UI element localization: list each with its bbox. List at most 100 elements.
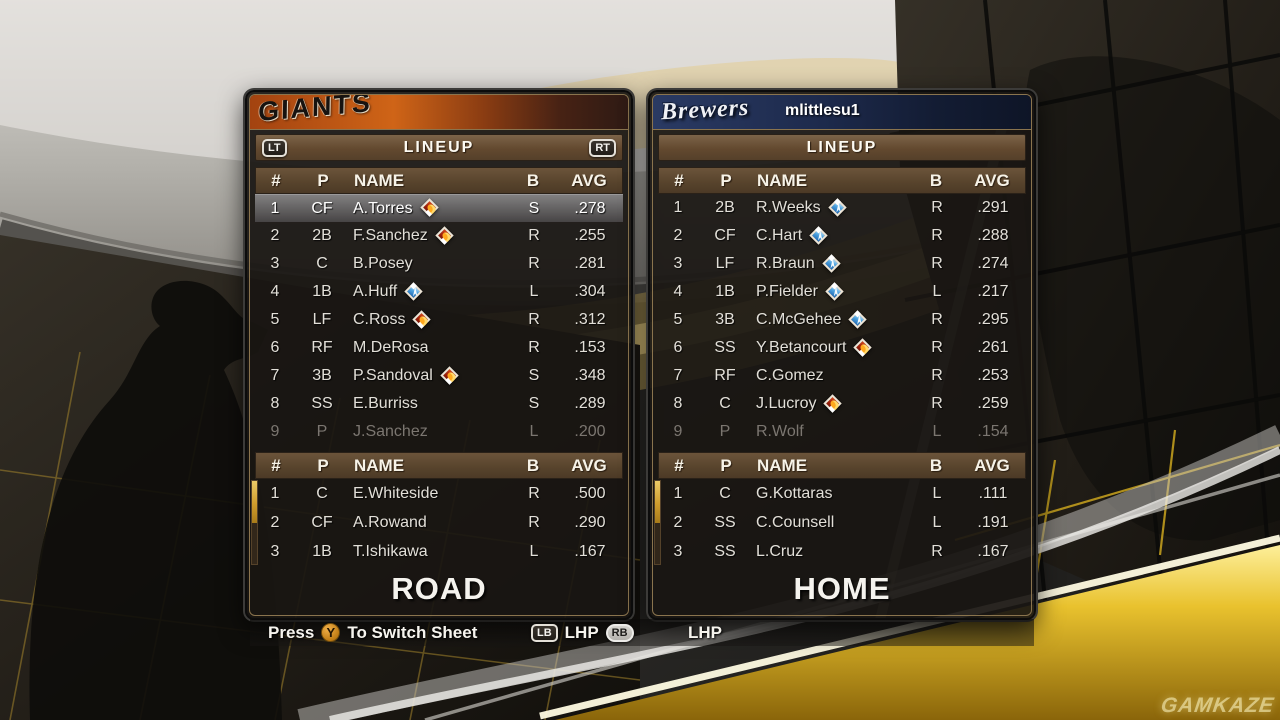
player-row[interactable]: 3 LF R.Braun R .274 — [658, 250, 1026, 278]
player-row[interactable]: 4 1B P.Fielder L .217 — [658, 278, 1026, 306]
bench-scrollbar-thumb[interactable] — [655, 481, 660, 523]
player-row[interactable]: 4 1B A.Huff L .304 — [255, 278, 623, 306]
player-name: P.Fielder — [756, 283, 818, 300]
player-row[interactable]: 2 SS C.Counsell L .191 — [658, 508, 1026, 537]
bench-scrollbar[interactable] — [654, 480, 661, 565]
player-avg: .167 — [574, 542, 606, 560]
column-number: # — [674, 170, 684, 190]
player-row[interactable]: 8 SS E.Burriss S .289 — [255, 390, 623, 418]
player-avg: .261 — [977, 339, 1009, 356]
batting-order-number: 2 — [270, 513, 280, 531]
player-row[interactable]: 8 C J.Lucroy R .259 — [658, 390, 1026, 418]
batting-order-number: 1 — [673, 484, 683, 502]
left-trigger-button[interactable]: LT — [262, 138, 287, 157]
player-bats: R — [528, 339, 540, 356]
player-name: E.Whiteside — [353, 484, 439, 502]
player-row[interactable]: 6 SS Y.Betancourt R .261 — [658, 334, 1026, 362]
bench-scrollbar-thumb[interactable] — [252, 481, 257, 523]
column-header-row: # P NAME B AVG — [255, 167, 623, 194]
player-bats: L — [529, 423, 539, 440]
batting-order-number: 1 — [270, 199, 280, 217]
player-name: C.Counsell — [756, 513, 835, 531]
batting-order-number: 2 — [673, 513, 683, 531]
column-avg: AVG — [974, 455, 1010, 475]
batting-order-number: 6 — [673, 339, 683, 356]
player-name-cell: T.Ishikawa — [349, 543, 511, 561]
player-name-cell: Y.Betancourt — [752, 337, 914, 359]
player-row[interactable]: 7 3B P.Sandoval S .348 — [255, 362, 623, 390]
road-lineup-bar: LT LINEUP RT — [255, 134, 623, 161]
player-name: A.Torres — [353, 199, 413, 217]
player-name-cell: R.Braun — [752, 253, 914, 275]
player-name: L.Cruz — [756, 542, 804, 560]
player-row[interactable]: 2 CF C.Hart R .288 — [658, 222, 1026, 250]
player-bats: R — [931, 311, 943, 328]
column-name: NAME — [354, 170, 405, 190]
player-avg: .154 — [977, 423, 1009, 440]
column-header-row: # P NAME B AVG — [658, 452, 1026, 479]
player-avg: .278 — [574, 199, 606, 217]
hot-streak-icon — [823, 393, 844, 415]
home-bench-rows: 1 C G.Kottaras L .111 2 SS C.Counsell L … — [654, 479, 1026, 566]
player-name: C.Ross — [353, 311, 406, 328]
batting-order-number: 4 — [673, 283, 683, 300]
player-name: R.Weeks — [756, 199, 821, 216]
left-bumper-button[interactable]: LB — [531, 623, 558, 642]
player-row[interactable]: 3 1B T.Ishikawa L .167 — [255, 537, 623, 566]
player-bats: R — [528, 255, 540, 272]
batting-order-number: 6 — [270, 339, 280, 356]
hot-streak-icon — [853, 337, 874, 359]
right-bumper-button[interactable]: RB — [605, 623, 634, 642]
player-row[interactable]: 2 2B F.Sanchez R .255 — [255, 222, 623, 250]
column-number: # — [271, 170, 281, 190]
player-name-cell: P.Fielder — [752, 281, 914, 303]
player-row[interactable]: 3 SS L.Cruz R .167 — [658, 537, 1026, 566]
player-row[interactable]: 3 C B.Posey R .281 — [255, 250, 623, 278]
home-label: HOME — [793, 571, 891, 606]
player-row[interactable]: 7 RF C.Gomez R .253 — [658, 362, 1026, 390]
player-bats: R — [931, 227, 943, 244]
column-avg: AVG — [571, 170, 607, 190]
right-trigger-button[interactable]: RT — [589, 138, 616, 157]
player-position: C — [316, 255, 328, 272]
player-position: RF — [714, 367, 736, 384]
player-name: R.Wolf — [756, 423, 804, 440]
batting-order-number: 9 — [270, 423, 280, 440]
y-button-icon[interactable]: Y — [321, 623, 341, 642]
cold-streak-icon — [827, 197, 849, 219]
column-position: P — [720, 455, 732, 475]
player-avg: .255 — [574, 227, 606, 244]
player-row[interactable]: 1 C G.Kottaras L .111 — [658, 479, 1026, 508]
cold-streak-icon — [822, 253, 843, 275]
bench-scrollbar[interactable] — [251, 480, 258, 565]
player-name-cell: G.Kottaras — [752, 485, 914, 503]
column-header-row: # P NAME B AVG — [658, 167, 1026, 194]
player-name-cell: M.DeRosa — [349, 339, 511, 357]
player-row[interactable]: 9 P R.Wolf L .154 — [658, 418, 1026, 446]
player-bats: S — [528, 199, 540, 217]
player-row[interactable]: 6 RF M.DeRosa R .153 — [255, 334, 623, 362]
hot-streak-icon — [440, 365, 461, 387]
player-row[interactable]: 5 3B C.McGehee R .295 — [658, 306, 1026, 334]
player-row[interactable]: 9 P J.Sanchez L .200 — [255, 418, 623, 446]
home-lineup-title: LINEUP — [806, 138, 878, 156]
watermark: GAMKAZE — [1159, 694, 1276, 717]
player-bats: R — [931, 367, 943, 384]
player-avg: .153 — [574, 339, 606, 356]
home-team-banner: Brewers mlittlesu1 — [653, 95, 1031, 130]
player-row[interactable]: 1 CF A.Torres S .278 — [255, 194, 623, 222]
player-row[interactable]: 5 LF C.Ross R .312 — [255, 306, 623, 334]
batting-order-number: 2 — [673, 227, 683, 244]
player-position: 2B — [312, 227, 332, 244]
player-name: J.Sanchez — [353, 423, 428, 440]
player-name-cell: C.McGehee — [752, 309, 914, 331]
player-avg: .191 — [977, 513, 1009, 531]
batting-order-number: 8 — [673, 395, 683, 412]
cold-streak-icon — [825, 281, 846, 303]
player-row[interactable]: 2 CF A.Rowand R .290 — [255, 508, 623, 537]
player-row[interactable]: 1 C E.Whiteside R .500 — [255, 479, 623, 508]
player-row[interactable]: 1 2B R.Weeks R .291 — [658, 194, 1026, 222]
batting-order-number: 3 — [270, 255, 280, 272]
batting-order-number: 5 — [270, 311, 280, 328]
